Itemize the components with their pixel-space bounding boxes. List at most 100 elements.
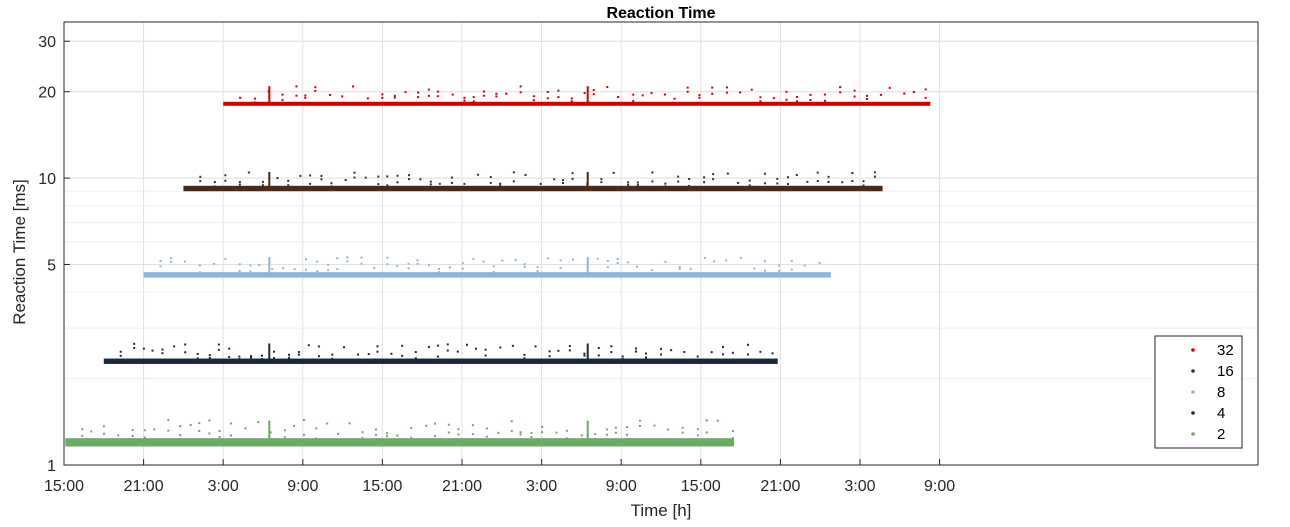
series-16-outlier xyxy=(786,183,789,186)
series-8-outlier xyxy=(536,269,539,272)
series-16-spike xyxy=(586,171,589,189)
series-4-outlier xyxy=(437,355,440,358)
series-8-outlier xyxy=(703,257,706,260)
series-4-outlier xyxy=(217,343,220,346)
legend-marker-8 xyxy=(1191,390,1195,394)
series-2-outlier xyxy=(283,436,286,439)
series-8-outlier xyxy=(546,257,549,260)
series-4-outlier xyxy=(297,351,300,354)
series-32-outlier xyxy=(314,90,317,93)
series-32-outlier xyxy=(417,96,420,99)
legend-marker-4 xyxy=(1191,411,1195,415)
series-16-outlier xyxy=(571,177,574,180)
series-16-outlier xyxy=(320,178,323,181)
x-tick-label: 21:00 xyxy=(442,478,482,495)
series-2-outlier xyxy=(396,438,399,441)
series-4-outlier xyxy=(260,354,263,357)
series-16-outlier xyxy=(627,183,630,186)
series-16-outlier xyxy=(664,182,667,185)
series-2-outlier xyxy=(555,431,558,434)
series-16-outlier xyxy=(664,185,667,188)
series-16-outlier xyxy=(353,171,356,174)
series-16-outlier xyxy=(299,174,302,177)
series-2-outlier xyxy=(189,423,192,426)
series-4-outlier xyxy=(273,357,276,360)
series-16-outlier xyxy=(463,186,466,189)
series-32-outlier xyxy=(592,93,595,96)
series-8-outlier xyxy=(407,262,410,265)
series-2-outlier xyxy=(594,433,597,436)
series-16-outlier xyxy=(524,173,527,176)
series-16-outlier xyxy=(238,183,241,186)
series-32-outlier xyxy=(725,91,728,94)
y-tick-label: 5 xyxy=(47,257,56,274)
series-2-outlier xyxy=(302,418,305,421)
series-8-outlier xyxy=(461,262,464,265)
series-4-outlier xyxy=(260,358,263,361)
series-4-outlier xyxy=(119,354,122,357)
series-2-outlier xyxy=(361,431,364,434)
series-8-outlier xyxy=(159,265,162,268)
series-8-outlier xyxy=(438,267,441,270)
series-8 xyxy=(143,256,831,278)
y-axis-ticks: 1 5 10 20 30 xyxy=(38,34,70,475)
series-4-outlier xyxy=(696,355,699,358)
series-2-outlier xyxy=(167,418,170,421)
series-16-outlier xyxy=(199,180,202,183)
series-32-outlier xyxy=(888,86,891,89)
series-4-outlier xyxy=(610,345,613,348)
series-2-outlier xyxy=(605,428,608,431)
series-16-outlier xyxy=(688,184,691,187)
series-4-outlier xyxy=(367,353,370,356)
series-32-outlier xyxy=(532,95,535,98)
y-tick-label: 1 xyxy=(47,458,56,475)
series-32-outlier xyxy=(482,90,485,93)
series-8-spike xyxy=(586,257,589,275)
legend-marker-2 xyxy=(1191,432,1195,436)
series-2-outlier xyxy=(605,433,608,436)
series-2-outlier xyxy=(541,431,544,434)
series-2-outlier xyxy=(269,431,272,434)
series-8-outlier xyxy=(753,267,756,270)
x-tick-label: 15:00 xyxy=(362,478,402,495)
series-16-band xyxy=(183,185,883,192)
series-16-outlier xyxy=(651,180,654,183)
series-4-outlier xyxy=(217,348,220,351)
series-2-outlier xyxy=(705,419,708,422)
series-2-outlier xyxy=(143,429,146,432)
legend: 32 16 8 4 2 xyxy=(1154,335,1243,449)
series-16-outlier xyxy=(862,180,865,183)
series-4-outlier xyxy=(635,350,638,353)
series-16-outlier xyxy=(408,174,411,177)
series-2-outlier xyxy=(208,432,211,435)
series-2-outlier xyxy=(625,426,628,429)
series-2-outlier xyxy=(731,430,734,433)
series-8-outlier xyxy=(501,259,504,262)
series-2-outlier xyxy=(315,437,318,440)
series-16-outlier xyxy=(512,171,515,174)
series-4-outlier xyxy=(414,351,417,354)
series-2-outlier xyxy=(198,422,201,425)
series-8-outlier xyxy=(448,266,451,269)
series-2-outlier xyxy=(81,428,84,431)
series-8-outlier xyxy=(271,268,274,271)
series-4-outlier xyxy=(771,352,774,355)
series-16-outlier xyxy=(862,184,865,187)
series-16-outlier xyxy=(748,179,751,182)
series-4-outlier xyxy=(484,348,487,351)
series-4-outlier xyxy=(683,350,686,353)
series-4-outlier xyxy=(317,345,320,348)
series-2-outlier xyxy=(638,425,641,428)
series-32-outlier xyxy=(617,96,620,99)
series-2-outlier xyxy=(681,431,684,434)
series-8-outlier xyxy=(238,269,241,272)
series-32-outlier xyxy=(495,95,498,98)
series-16-outlier xyxy=(489,181,492,184)
series-2-outlier xyxy=(580,434,583,437)
series-4-outlier xyxy=(465,343,468,346)
series-4-outlier xyxy=(287,356,290,359)
series-32-outlier xyxy=(632,93,635,96)
series-4-outlier xyxy=(746,353,749,356)
series-32-outlier xyxy=(557,96,560,99)
series-16-outlier xyxy=(827,175,830,178)
